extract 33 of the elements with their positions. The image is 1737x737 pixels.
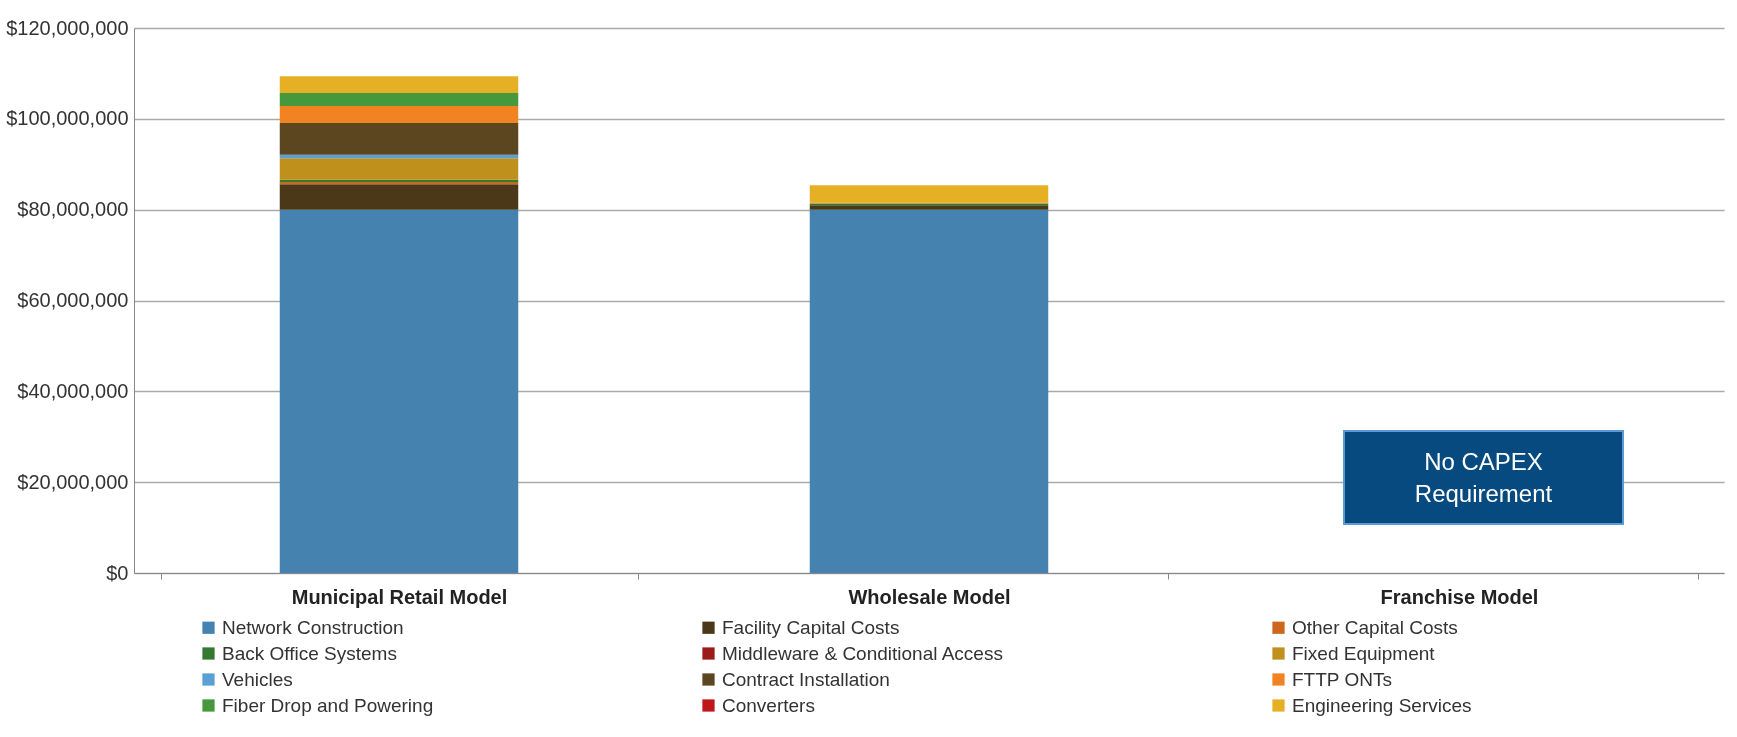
y-tick-label: $40,000,000 (17, 379, 129, 402)
legend-label: Facility Capital Costs (722, 616, 900, 638)
legend-label: Converters (722, 694, 815, 716)
bar (279, 122, 519, 155)
y-tick-label: $80,000,000 (17, 198, 129, 221)
y-tick-label: $20,000,000 (17, 470, 129, 493)
x-tick-label: Franchise Model (1380, 585, 1539, 608)
y-tick-label: $100,000,000 (6, 107, 129, 130)
y-tick-label: $60,000,000 (17, 289, 129, 311)
legend-label: Engineering Services (1292, 694, 1472, 716)
bar (809, 185, 1049, 203)
bar (279, 209, 519, 573)
y-tick-label: $120,000,000 (6, 16, 129, 39)
legend-label: Vehicles (222, 668, 293, 690)
legend-label: Network Construction (222, 616, 404, 638)
note-box: No CAPEX Requirement (1343, 430, 1624, 525)
bar (279, 76, 519, 93)
x-tick-label: Wholesale Model (848, 585, 1011, 608)
y-tick-label: $0 (106, 561, 129, 584)
legend-label: FTTP ONTs (1292, 668, 1392, 690)
bar (279, 92, 519, 107)
bar (809, 209, 1049, 573)
bar (809, 205, 1049, 210)
legend-label: Other Capital Costs (1292, 616, 1458, 638)
bar (279, 158, 519, 180)
legend-label: Contract Installation (722, 668, 890, 690)
bar (279, 184, 519, 210)
bar (279, 106, 519, 123)
legend-label: Fixed Equipment (1292, 642, 1436, 664)
legend-label: Middleware & Conditional Access (722, 642, 1003, 664)
x-tick-label: Municipal Retail Model (291, 585, 508, 608)
legend-label: Back Office Systems (222, 642, 397, 664)
legend-label: Fiber Drop and Powering (222, 694, 434, 716)
